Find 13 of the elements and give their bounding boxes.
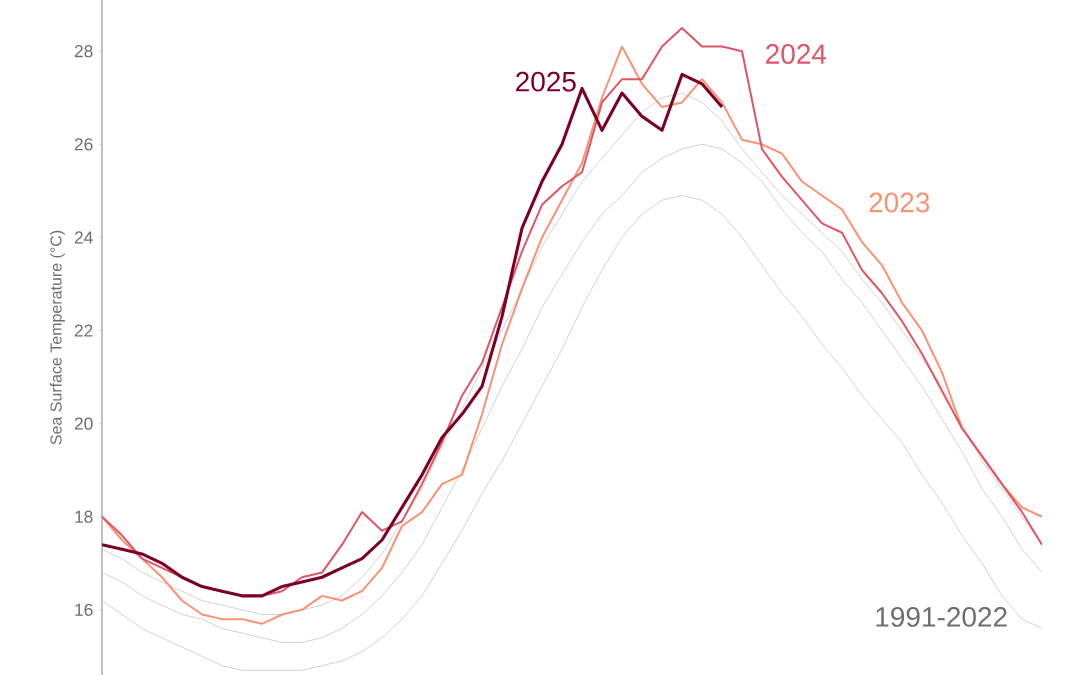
series-label: 2025 (516, 71, 576, 92)
y-tick-label: 18 (75, 510, 93, 523)
y-tick-label: 28 (74, 45, 93, 58)
annotation: 1991-2022 (876, 607, 1007, 627)
y-axis-title: Sea Surface Temperature (°C) (49, 230, 65, 445)
line-series (102, 72, 724, 598)
y-tick-label: 20 (74, 417, 93, 430)
y-tick-label: 24 (74, 231, 93, 244)
y-tick-label: 26 (74, 138, 93, 151)
series-label: 2024 (766, 44, 827, 64)
series-label: 2023 (869, 192, 930, 213)
y-tick-label: 22 (74, 324, 93, 337)
y-tick-label: 16 (75, 603, 93, 616)
